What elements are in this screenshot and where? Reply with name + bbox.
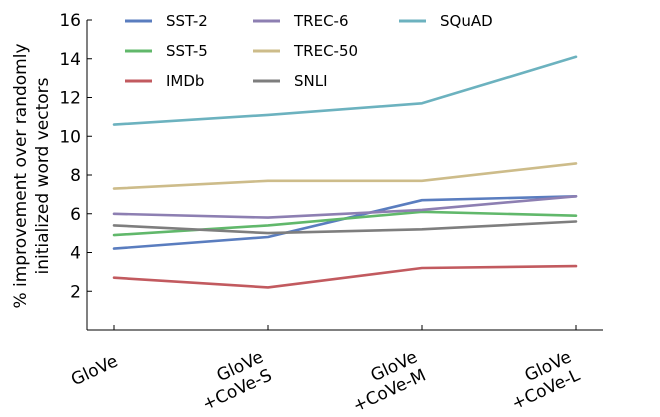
y-axis-ticks: 2 4 6 8 10 12 14 16 bbox=[59, 11, 92, 302]
series-line-trec-6 bbox=[112, 195, 578, 219]
y-tick-label: 8 bbox=[70, 166, 81, 186]
y-tick-label: 16 bbox=[59, 11, 81, 31]
series-line-trec-50 bbox=[112, 162, 578, 190]
x-tick-label: GloVe bbox=[68, 351, 121, 390]
y-tick-label: 10 bbox=[59, 127, 81, 147]
axes bbox=[86, 20, 603, 331]
series-line-sst-2 bbox=[112, 195, 578, 250]
y-axis-label-line: % improvement over randomly bbox=[11, 43, 31, 308]
y-tick-label: 6 bbox=[70, 205, 81, 225]
legend: SST-2 SST-5 IMDb TREC-6 TREC-50 SNLI SQuAD bbox=[125, 12, 493, 90]
legend-label-trec-6: TREC-6 bbox=[293, 12, 349, 30]
series-line-snli bbox=[112, 220, 578, 235]
y-axis-label-line: initialized word vectors bbox=[33, 77, 53, 274]
y-tick-label: 4 bbox=[70, 244, 81, 264]
legend-label-snli: SNLI bbox=[294, 72, 328, 90]
legend-label-imdb: IMDb bbox=[166, 72, 204, 90]
series-line-imdb bbox=[112, 264, 578, 289]
legend-label-sst-2: SST-2 bbox=[166, 12, 208, 30]
x-tick-label-group: GloVe bbox=[68, 351, 121, 390]
legend-label-sst-5: SST-5 bbox=[166, 42, 208, 60]
series-line-squad bbox=[112, 55, 578, 126]
y-tick-label: 14 bbox=[59, 50, 81, 70]
x-tick-label-group: GloVe+CoVe-M bbox=[350, 347, 429, 416]
y-axis-label-group: % improvement over randomly initialized w… bbox=[11, 43, 53, 308]
series-lines bbox=[112, 55, 578, 289]
x-tick-label-group: GloVe+CoVe-S bbox=[199, 347, 275, 415]
legend-label-squad: SQuAD bbox=[440, 12, 493, 30]
y-axis-label: % improvement over randomly initialized w… bbox=[11, 43, 53, 308]
x-tick-label-group: GloVe+CoVe-L bbox=[509, 347, 584, 414]
y-tick-label: 2 bbox=[70, 282, 81, 302]
y-tick-label: 12 bbox=[59, 89, 81, 109]
x-axis-ticks: GloVe GloVe+CoVe-S GloVe+CoVe-M GloVe+CoVe-… bbox=[68, 325, 584, 417]
legend-label-trec-50: TREC-50 bbox=[293, 42, 358, 60]
